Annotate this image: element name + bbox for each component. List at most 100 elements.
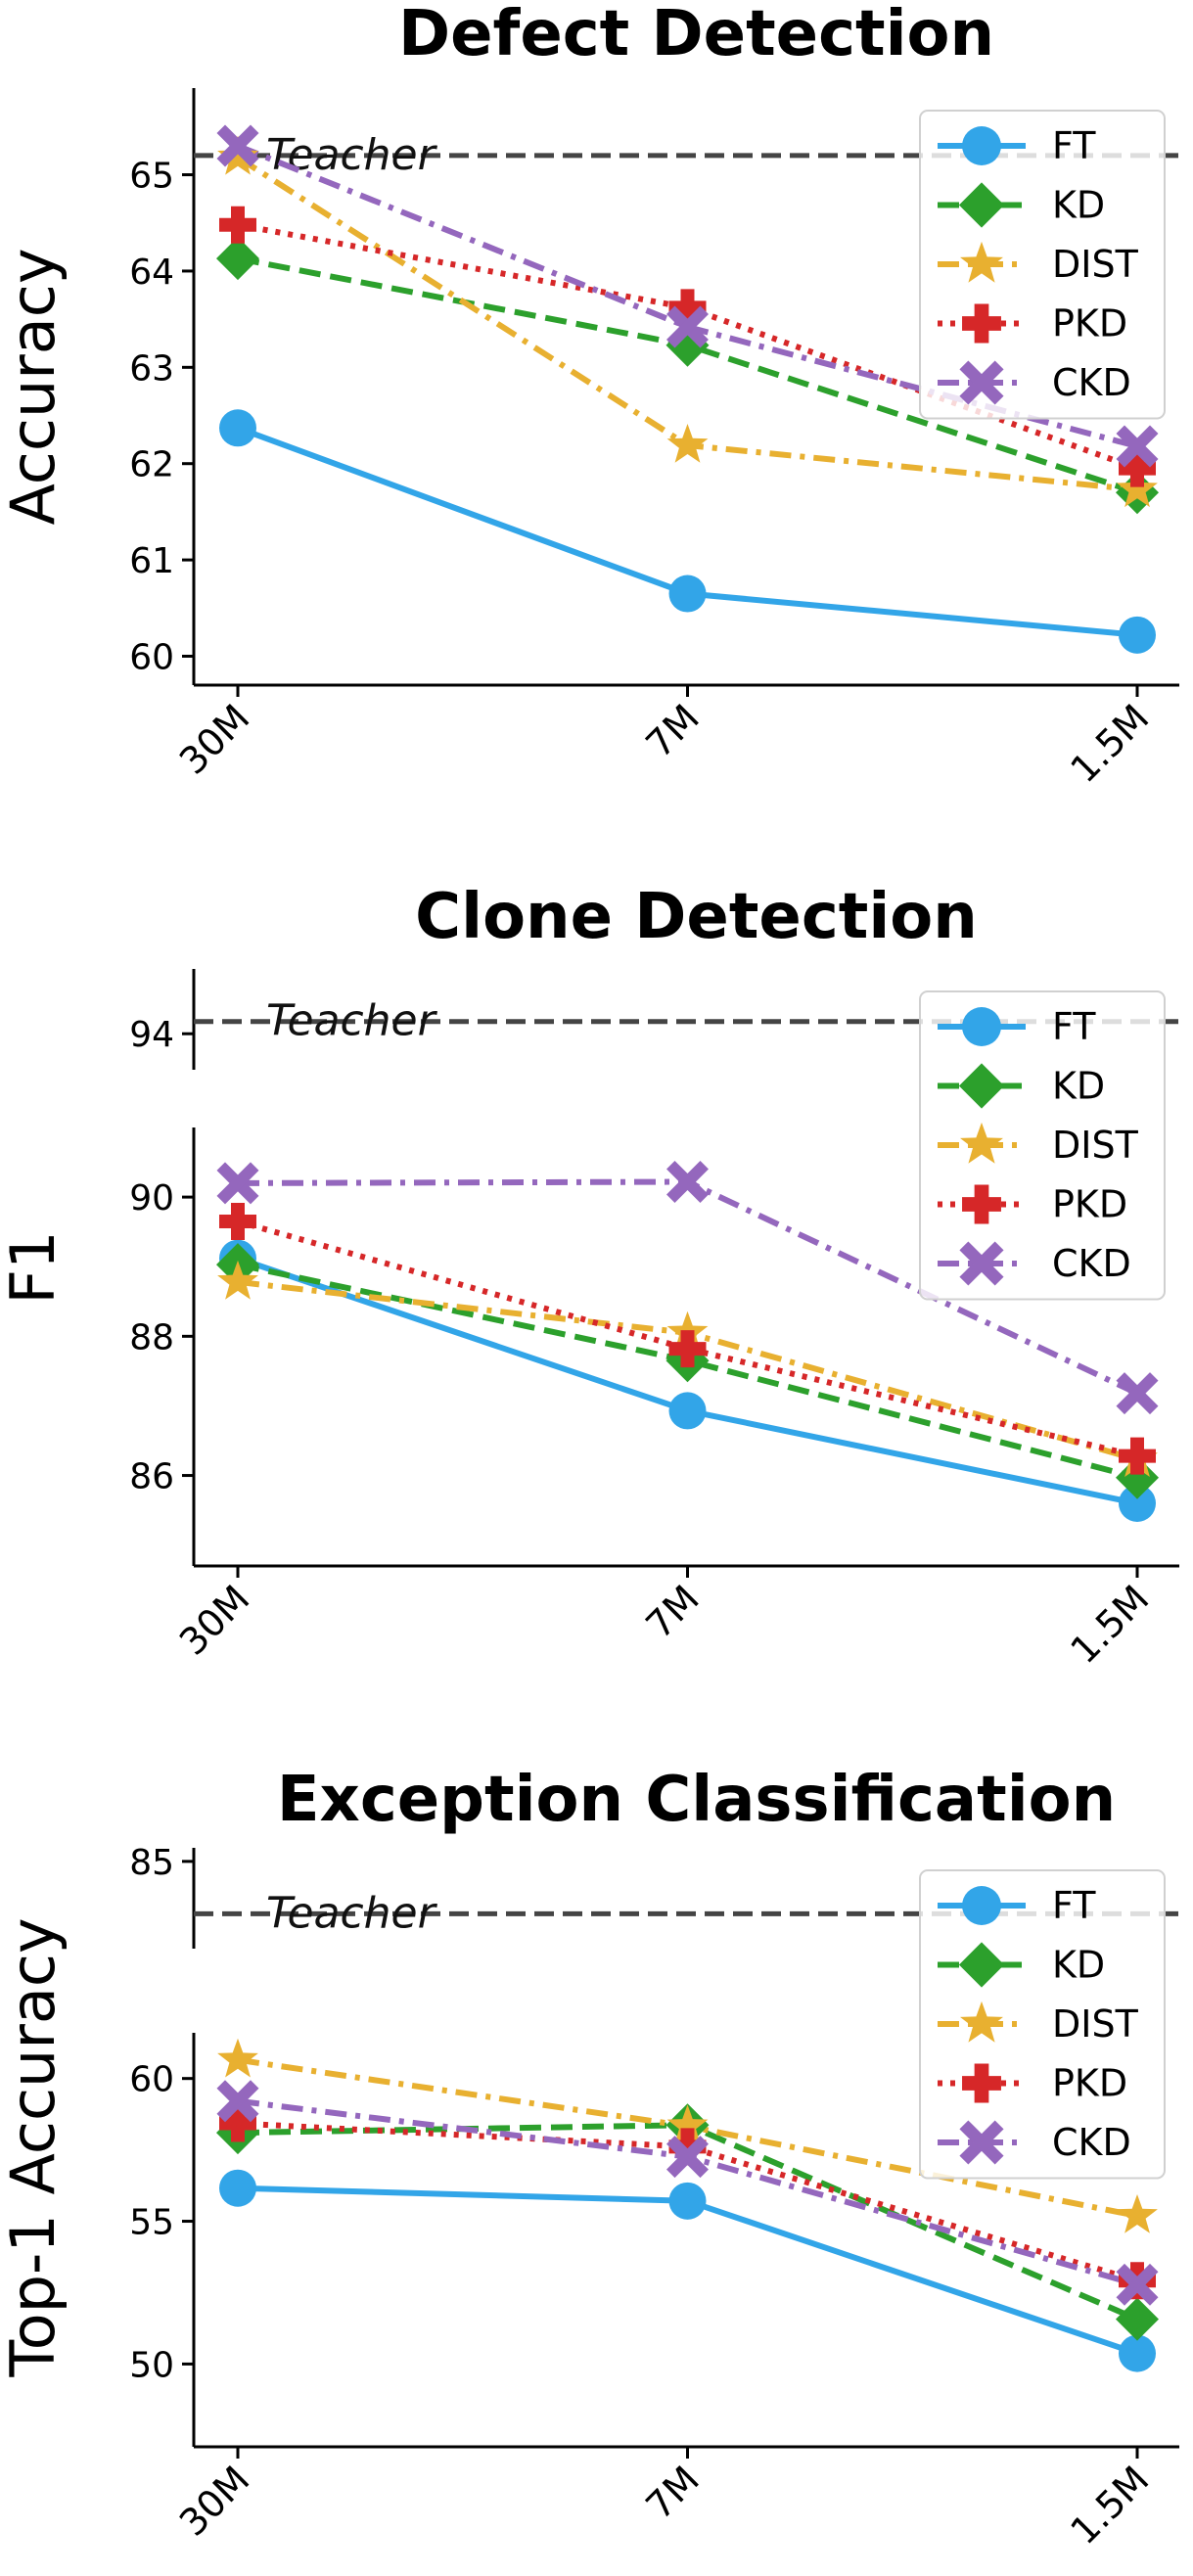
y-tick-label: 50	[129, 2345, 174, 2385]
chart-title: Defect Detection	[398, 0, 994, 70]
y-tick-label: 65	[129, 157, 174, 197]
legend-label-ft: FT	[1052, 1005, 1096, 1048]
legend-marker-ft	[962, 1007, 1001, 1046]
y-tick-label: 60	[129, 2060, 174, 2100]
y-tick-label: 88	[129, 1317, 174, 1357]
data-point-ft-7m	[668, 1392, 707, 1430]
chart-panel-1: Defect Detection Accuracy 60 61 62 63 64 65 30M 7…	[0, 0, 1179, 791]
y-tick-label: 62	[129, 445, 174, 485]
legend-marker-dist	[960, 241, 1003, 283]
legend: FT KD DIST PKD CKD	[919, 110, 1166, 420]
legend-marker-ft	[962, 1886, 1001, 1925]
x-tick-label: 30M	[171, 696, 257, 782]
data-point-pkd-1.5m	[1119, 449, 1156, 487]
marker-x-stroke-b	[216, 124, 259, 167]
legend-marker-dist	[960, 2001, 1003, 2043]
x-tick-label: 1.5M	[1062, 696, 1157, 791]
legend: FT KD DIST PKD CKD	[919, 1869, 1166, 2180]
legend-label-kd: KD	[1052, 1065, 1105, 1108]
chart-panel-3: Exception Classification Top-1 Accuracy 50…	[0, 1764, 1179, 2553]
y-tick-label: 55	[129, 2203, 174, 2243]
chart-title: Exception Classification	[277, 1764, 1116, 1836]
data-point-dist-30m	[217, 2038, 258, 2078]
data-point-pkd-30m	[219, 2104, 256, 2142]
marker-x-stroke-b	[1116, 1372, 1159, 1415]
data-point-dist-30m	[217, 1260, 258, 1300]
data-point-kd-30m	[216, 237, 259, 281]
x-tick-label: 30M	[171, 2458, 257, 2544]
legend-marker-ft	[962, 126, 1001, 165]
marker-x-stroke-b	[959, 360, 1004, 405]
data-point-ckd-30m	[216, 1162, 259, 1205]
legend-label-pkd: PKD	[1052, 302, 1127, 345]
data-point-ft-1.5m	[1119, 616, 1156, 654]
legend-marker-ckd	[959, 1241, 1004, 1286]
x-tick-label: 30M	[171, 1577, 257, 1663]
marker-x-stroke-b	[1116, 2263, 1159, 2306]
legend-label-ckd: CKD	[1052, 361, 1131, 404]
x-tick-label: 1.5M	[1062, 2458, 1157, 2553]
data-point-pkd-1.5m	[1119, 1437, 1156, 1475]
data-point-ft-30m	[219, 2169, 256, 2207]
marker-x-stroke-b	[959, 1241, 1004, 1286]
y-tick-label: 63	[129, 348, 174, 389]
data-point-pkd-7m	[668, 2128, 707, 2166]
legend-label-ft: FT	[1052, 1884, 1096, 1927]
y-tick-label: 64	[129, 253, 174, 293]
data-point-ft-1.5m	[1119, 2334, 1156, 2372]
data-point-ckd-1.5m	[1116, 425, 1159, 468]
legend-marker-pkd	[962, 2063, 1001, 2103]
marker-x-stroke-b	[216, 1162, 259, 1205]
legend-marker-kd	[958, 1942, 1005, 1988]
legend: FT KD DIST PKD CKD	[919, 990, 1166, 1301]
legend-label-ckd: CKD	[1052, 1242, 1131, 1285]
data-point-pkd-30m	[219, 1203, 256, 1240]
y-tick-label: 60	[129, 637, 174, 677]
data-point-ft-7m	[668, 2182, 707, 2220]
data-point-dist-1.5m	[1117, 468, 1158, 508]
upper-y-tick-label: 94	[129, 1015, 174, 1055]
marker-x-stroke-b	[666, 1160, 709, 1203]
marker-x-stroke-b	[216, 2080, 259, 2123]
data-point-dist-30m	[217, 135, 258, 175]
y-axis-label: Top-1 Accuracy	[0, 1917, 69, 2377]
legend-label-kd: KD	[1052, 184, 1105, 227]
data-point-pkd-7m	[668, 1330, 707, 1368]
chart-title: Clone Detection	[415, 881, 978, 953]
legend-label-pkd: PKD	[1052, 1183, 1127, 1226]
y-tick-label: 61	[129, 541, 174, 581]
legend-marker-pkd	[962, 303, 1001, 344]
legend-label-pkd: PKD	[1052, 2062, 1127, 2105]
legend-label-kd: KD	[1052, 1944, 1105, 1987]
data-point-ft-1.5m	[1119, 1485, 1156, 1522]
x-tick-label: 1.5M	[1062, 1577, 1157, 1672]
data-point-pkd-30m	[219, 206, 256, 244]
y-axis-label: Accuracy	[0, 248, 69, 525]
teacher-label: Teacher	[266, 130, 438, 180]
legend-marker-ckd	[959, 360, 1004, 405]
teacher-label: Teacher	[266, 996, 438, 1046]
x-tick-label: 7M	[637, 2458, 707, 2527]
teacher-label: Teacher	[266, 1888, 438, 1938]
y-tick-label: 90	[129, 1178, 174, 1219]
y-axis-label: F1	[0, 1230, 69, 1304]
x-tick-label: 7M	[637, 696, 707, 765]
chart-panel-2: Clone Detection F1 86 88 90 30M 7M 1.5M 94 Teache…	[0, 881, 1179, 1672]
legend-label-dist: DIST	[1052, 243, 1139, 286]
data-point-ckd-1.5m	[1116, 2263, 1159, 2306]
legend-label-dist: DIST	[1052, 1124, 1139, 1167]
data-point-ckd-7m	[666, 305, 709, 348]
marker-x-stroke-b	[666, 305, 709, 348]
x-tick-label: 7M	[637, 1577, 707, 1646]
series-line-pkd	[237, 1219, 1138, 1459]
data-point-ckd-30m	[216, 2080, 259, 2123]
y-tick-label: 86	[129, 1457, 174, 1497]
marker-x-stroke-b	[666, 2136, 709, 2179]
legend-marker-kd	[958, 1063, 1005, 1109]
legend-marker-pkd	[962, 1184, 1001, 1224]
data-point-dist-7m	[666, 424, 709, 463]
legend-marker-dist	[960, 1122, 1003, 1164]
upper-y-tick-label: 85	[129, 1843, 174, 1883]
legend-label-ckd: CKD	[1052, 2121, 1131, 2164]
